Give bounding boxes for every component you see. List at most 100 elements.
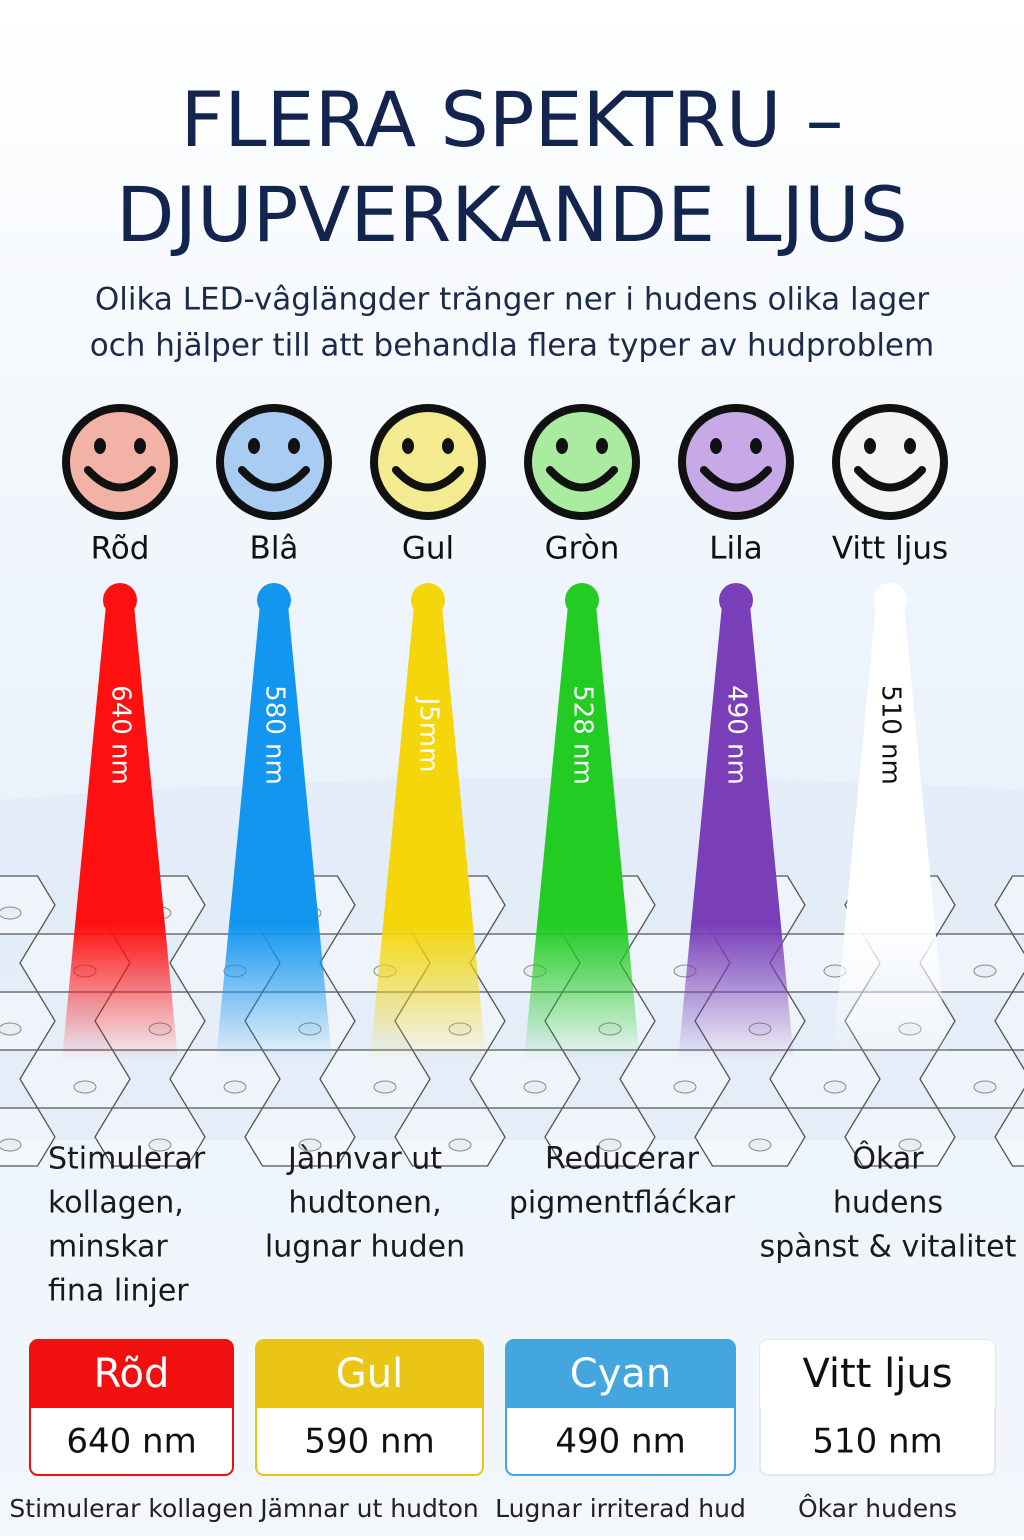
wavelength: 490 nm [722, 685, 752, 785]
face [62, 404, 178, 520]
effect-text: kollagen, [48, 1186, 184, 1221]
eye [442, 438, 454, 454]
wavelength: 580 nm [260, 685, 290, 785]
led-dot [873, 583, 907, 617]
smile [84, 466, 156, 492]
skin-cell [94, 1107, 206, 1167]
effect-text: lugnar huden [265, 1230, 465, 1265]
card: Rõd 640 nm Stimulerar kollagen [9, 1339, 254, 1523]
card: Gul 590 nm Jämnar ut hudton [255, 1339, 484, 1523]
eye [288, 438, 300, 454]
face [678, 404, 794, 520]
light-name: Vitt ljus [832, 531, 948, 567]
title-line: DJUPVERKANDE LJUS [116, 170, 908, 259]
light-name: Gròn [545, 531, 620, 567]
eye [596, 438, 608, 454]
light-1: Blâ 580 nm [216, 404, 332, 1060]
card-wavelength: 590 nm [304, 1422, 434, 1462]
card-wavelength: 640 nm [66, 1422, 196, 1462]
card-header [256, 1340, 483, 1408]
light-beam [62, 605, 178, 1060]
face [216, 404, 332, 520]
light-beam [524, 605, 640, 1060]
light-5: Vitt ljus 510 nm [832, 404, 948, 1060]
face [832, 404, 948, 520]
cell-nucleus [0, 1138, 22, 1152]
effect-text: Ôkar [852, 1140, 924, 1177]
light-3: Gròn 528 nm [524, 404, 640, 1060]
effect-text: spànst & vitalitet [760, 1230, 1017, 1265]
light-beam [678, 605, 794, 1060]
light-2: Gul J5mm [370, 404, 486, 1060]
eye [864, 438, 876, 454]
cell-nucleus [0, 1022, 22, 1036]
card-wavelength: 510 nm [812, 1422, 942, 1462]
light-0: Rõd 640 nm [62, 404, 178, 1060]
card-name: Gul [336, 1351, 403, 1397]
wavelength: 640 nm [106, 685, 136, 785]
smile [238, 466, 310, 492]
eye [750, 438, 762, 454]
card-wavelength: 490 nm [555, 1422, 685, 1462]
face [370, 404, 486, 520]
card-name: Cyan [570, 1351, 671, 1397]
card-note: Jämnar ut hudton [258, 1494, 479, 1523]
eye [134, 438, 146, 454]
skin-cell [0, 1107, 56, 1167]
light-beam [832, 605, 948, 1060]
skin-cell [544, 1107, 656, 1167]
led-dot [719, 583, 753, 617]
skin-cell [694, 1107, 806, 1167]
eye [402, 438, 414, 454]
effect-text: fina linjer [48, 1274, 189, 1309]
cell-nucleus [898, 1138, 922, 1152]
led-dot [103, 583, 137, 617]
cell-nucleus [973, 1080, 997, 1094]
cell-nucleus [748, 1138, 772, 1152]
card: Cyan 490 nm Lugnar irriterad hud [495, 1339, 746, 1523]
skin-cell [844, 1107, 956, 1167]
light-beam [216, 605, 332, 1060]
cell-nucleus [448, 1138, 472, 1152]
cell-nucleus [598, 1138, 622, 1152]
cell-nucleus [298, 1138, 322, 1152]
card-header [30, 1340, 233, 1408]
cell-nucleus [223, 1080, 247, 1094]
cell-nucleus [973, 964, 997, 978]
skin-cell [994, 1107, 1024, 1167]
led-dot [565, 583, 599, 617]
smile [700, 466, 772, 492]
cell-nucleus [0, 906, 22, 920]
card: Vitt ljus 510 nm Ôkar hudens [759, 1339, 996, 1523]
effect-text: pigmentfláćkar [509, 1186, 736, 1221]
effect-text: Jànnvar ut [286, 1142, 442, 1177]
face [524, 404, 640, 520]
card-note: Lugnar irriterad hud [495, 1494, 746, 1523]
skin-cell [244, 1107, 356, 1167]
effect-text: hudens [833, 1186, 943, 1221]
light-name: Rõd [91, 531, 150, 567]
effect-text: Stimulerar [48, 1142, 206, 1177]
wavelength: 510 nm [876, 685, 906, 785]
light-name: Blâ [250, 531, 299, 567]
skin-cell [0, 991, 56, 1051]
light-name: Gul [402, 531, 454, 567]
wavelength: 528 nm [568, 685, 598, 785]
wavelength: J5mm [414, 696, 444, 773]
card-note: Stimulerar kollagen [9, 1494, 253, 1523]
card-name: Vitt ljus [802, 1351, 952, 1397]
skin-cell [0, 875, 56, 935]
light-beam [370, 605, 486, 1060]
cell-nucleus [373, 1080, 397, 1094]
eye [556, 438, 568, 454]
smile [392, 466, 464, 492]
smile [854, 466, 926, 492]
light-4: Lila 490 nm [678, 404, 794, 1060]
cell-nucleus [73, 1080, 97, 1094]
eye [904, 438, 916, 454]
led-dot [257, 583, 291, 617]
skin-cell [394, 1107, 506, 1167]
